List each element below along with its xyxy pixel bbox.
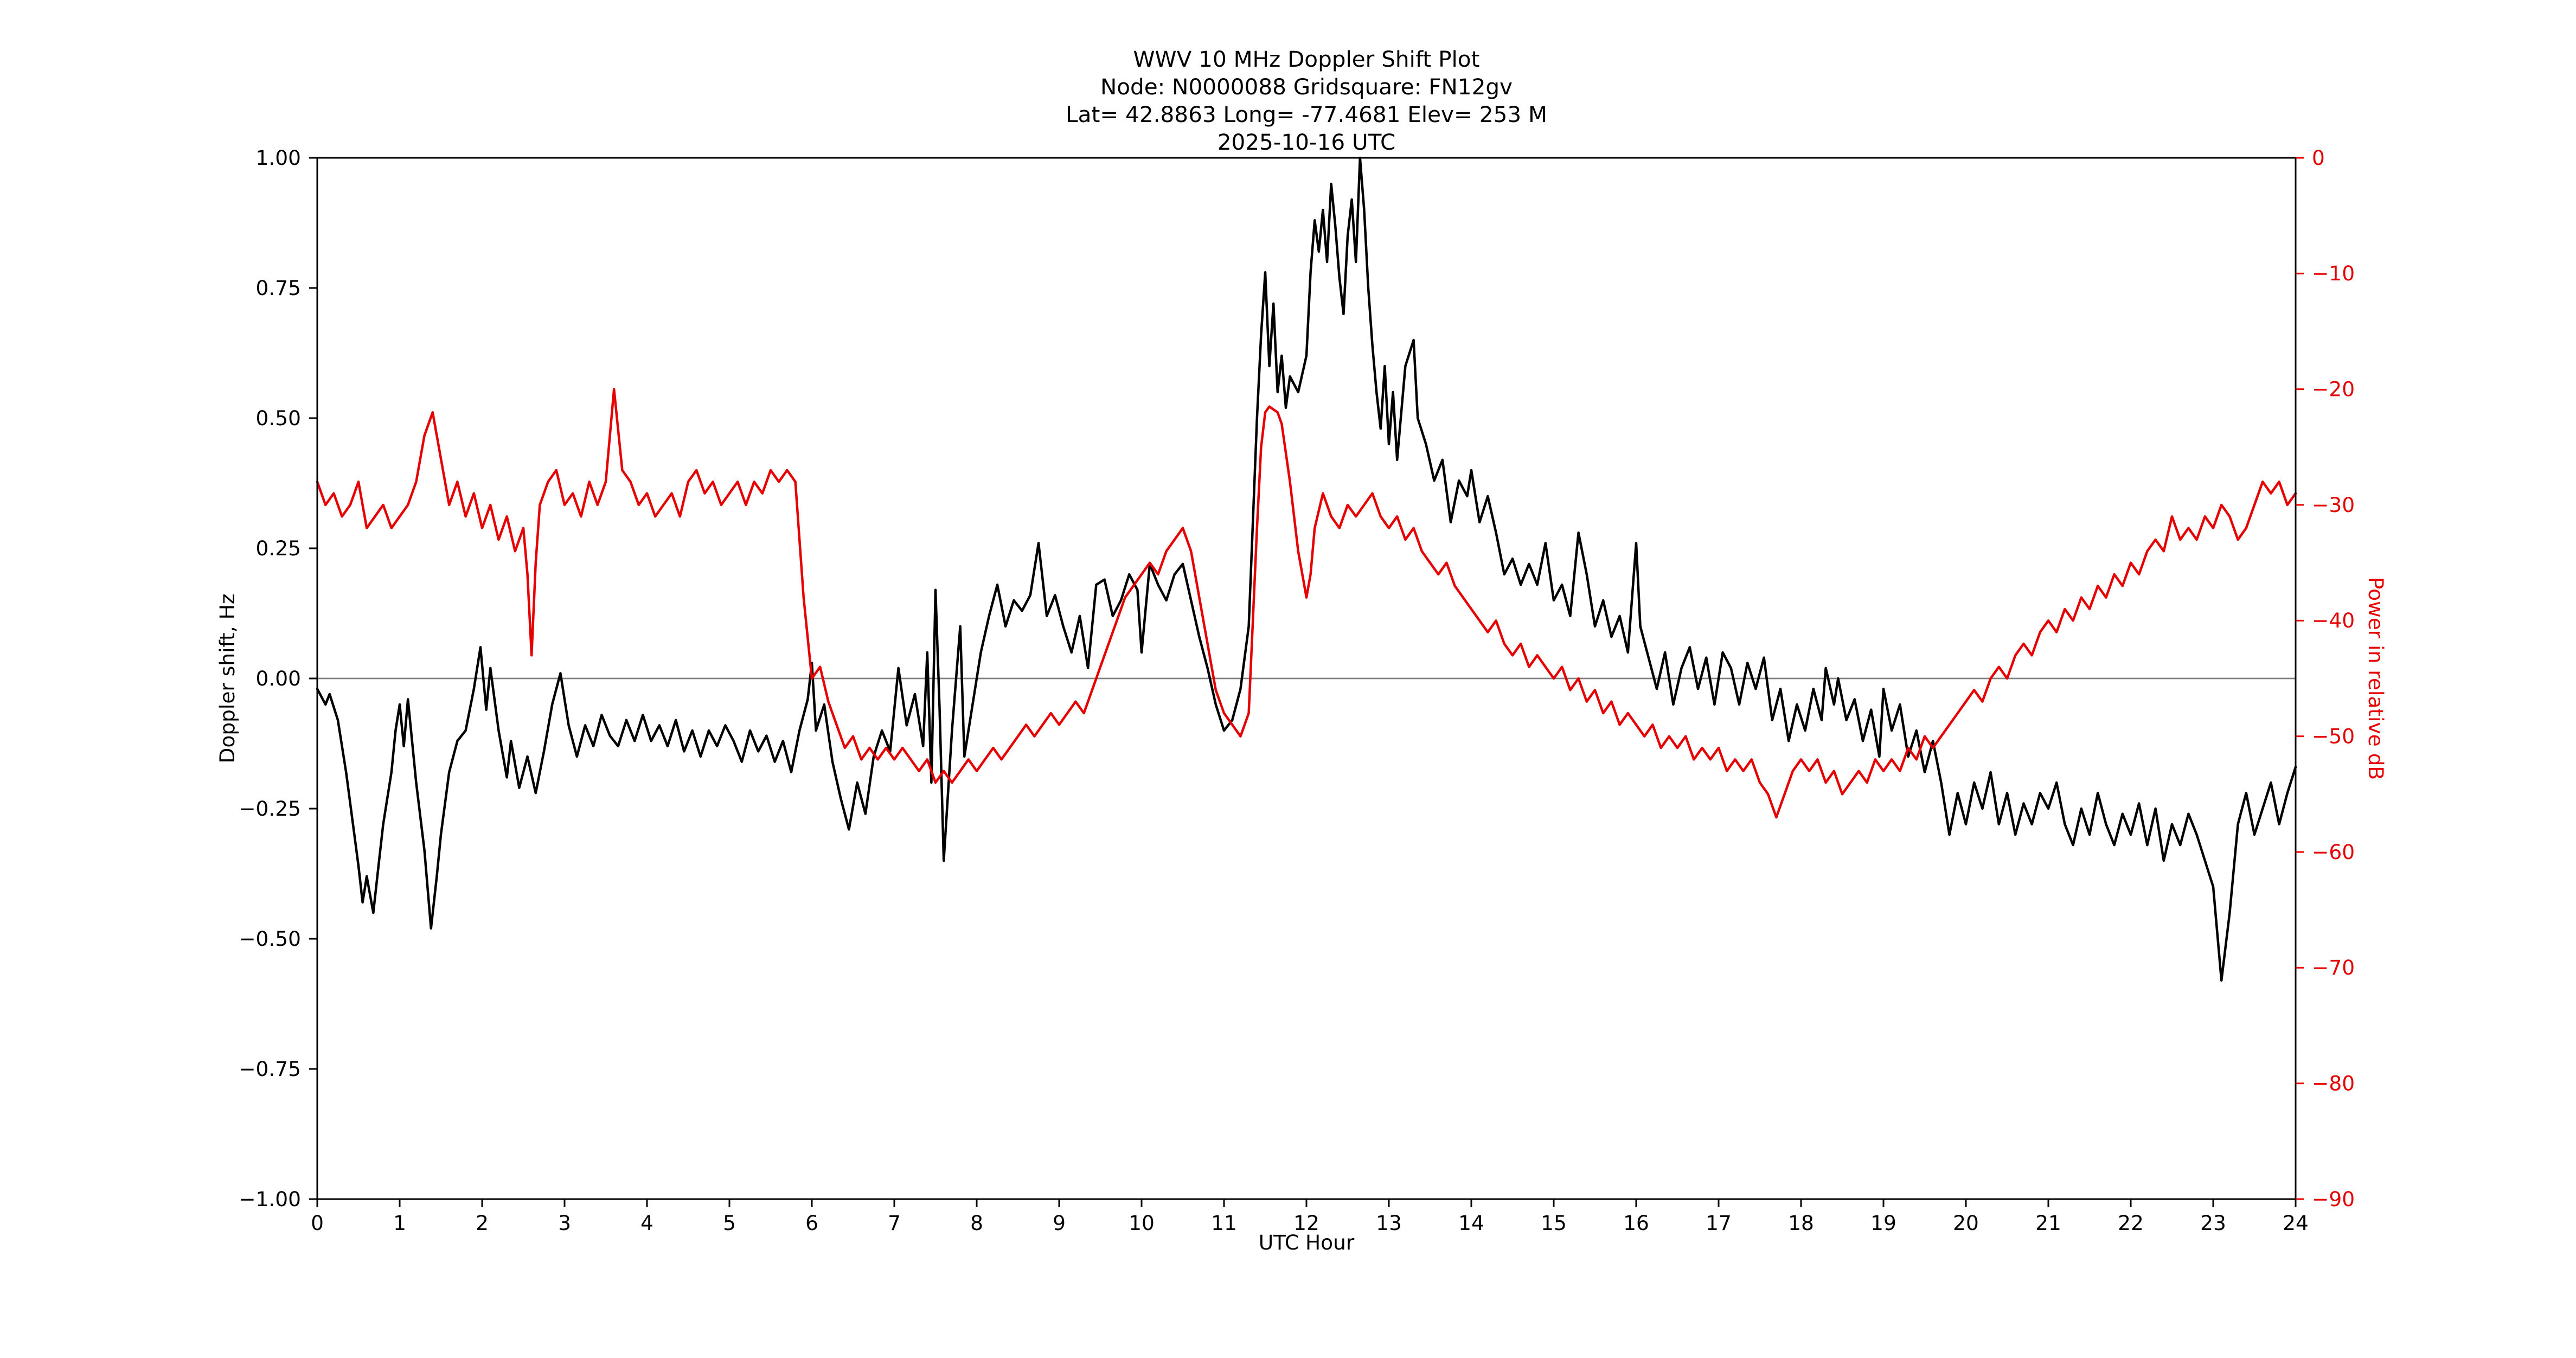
y-left-tick-label: 0.75 xyxy=(256,276,302,300)
x-tick-label: 4 xyxy=(640,1211,653,1235)
x-tick-label: 9 xyxy=(1053,1211,1066,1235)
x-tick-label: 3 xyxy=(558,1211,571,1235)
y-right-tick-label: −20 xyxy=(2312,377,2355,401)
x-tick-label: 22 xyxy=(2118,1211,2144,1235)
y-left-tick-label: 0.00 xyxy=(256,667,302,690)
x-tick-label: 1 xyxy=(393,1211,406,1235)
x-tick-label: 6 xyxy=(805,1211,818,1235)
x-tick-label: 11 xyxy=(1211,1211,1237,1235)
x-axis-label: UTC Hour xyxy=(1259,1231,1355,1254)
x-tick-label: 23 xyxy=(2200,1211,2226,1235)
chart-subtitle-date: 2025-10-16 UTC xyxy=(1217,129,1396,155)
x-tick-label: 18 xyxy=(1788,1211,1814,1235)
y-left-tick-label: −0.25 xyxy=(239,797,301,821)
x-tick-label: 12 xyxy=(1293,1211,1319,1235)
x-tick-label: 15 xyxy=(1541,1211,1567,1235)
y-right-ticks-group: 0 −10 −20 −30 −40 −50 −60 −70 −80 −90 xyxy=(2296,146,2355,1211)
x-tick-label: 21 xyxy=(2035,1211,2061,1235)
x-tick-label: 8 xyxy=(970,1211,983,1235)
chart-title: WWV 10 MHz Doppler Shift Plot xyxy=(1133,46,1480,72)
series-line-power xyxy=(316,388,2297,819)
y-left-axis-label: Doppler shift, Hz xyxy=(215,594,239,764)
y-right-tick-label: −30 xyxy=(2312,493,2355,517)
x-tick-label: 19 xyxy=(1870,1211,1896,1235)
x-tick-label: 2 xyxy=(476,1211,489,1235)
x-tick-label: 17 xyxy=(1706,1211,1732,1235)
y-left-tick-label: 0.50 xyxy=(256,406,302,430)
y-right-tick-label: −50 xyxy=(2312,725,2355,748)
x-tick-label: 10 xyxy=(1129,1211,1155,1235)
y-right-tick-label: −90 xyxy=(2312,1187,2355,1211)
series-group xyxy=(316,156,2297,982)
y-left-ticks-group: 1.00 0.75 0.50 0.25 0.00 −0.25 −0.50 −0.75 −1.00 xyxy=(239,146,318,1211)
x-tick-label: 20 xyxy=(1953,1211,1979,1235)
y-left-tick-label: −0.50 xyxy=(239,927,301,951)
x-tick-label: 16 xyxy=(1623,1211,1649,1235)
y-left-tick-label: −1.00 xyxy=(239,1187,301,1211)
x-tick-label: 5 xyxy=(723,1211,736,1235)
y-right-tick-label: −10 xyxy=(2312,261,2355,285)
y-right-tick-label: −80 xyxy=(2312,1072,2355,1096)
x-tick-label: 14 xyxy=(1458,1211,1484,1235)
y-left-tick-label: −0.75 xyxy=(239,1057,301,1081)
y-left-tick-label: 0.25 xyxy=(256,536,302,560)
x-tick-label: 13 xyxy=(1376,1211,1402,1235)
x-tick-label: 24 xyxy=(2283,1211,2309,1235)
y-right-tick-label: 0 xyxy=(2312,146,2325,170)
y-right-tick-label: −60 xyxy=(2312,840,2355,864)
series-line-doppler xyxy=(316,156,2297,982)
x-tick-label: 7 xyxy=(888,1211,901,1235)
x-tick-label: 0 xyxy=(311,1211,324,1235)
chart-subtitle-latlong: Lat= 42.8863 Long= -77.4681 Elev= 253 M xyxy=(1066,101,1547,127)
y-right-tick-label: −40 xyxy=(2312,608,2355,632)
chart-subtitle-node: Node: N0000088 Gridsquare: FN12gv xyxy=(1100,74,1513,100)
y-right-tick-label: −70 xyxy=(2312,956,2355,979)
y-right-axis-label: Power in relative dB xyxy=(2364,577,2388,780)
x-ticks-group: 0 1 2 3 4 5 6 7 8 9 10 11 12 13 14 15 16 17 18 19 20 21 22 23 24 xyxy=(311,1199,2309,1235)
y-left-tick-label: 1.00 xyxy=(256,146,302,170)
